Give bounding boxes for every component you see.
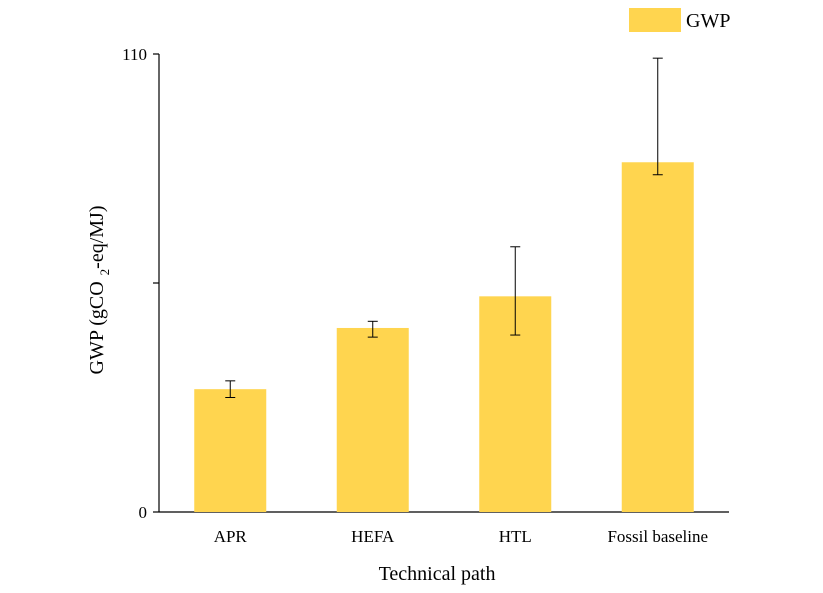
- error-bar: [652, 57, 663, 176]
- y-tick-label: 110: [122, 45, 147, 64]
- y-axis-label-prefix: GWP (gCO: [86, 281, 108, 374]
- error-bar: [510, 246, 521, 336]
- x-tick-label: HTL: [499, 527, 532, 546]
- error-bars: [225, 57, 663, 398]
- x-tick-label: Fossil baseline: [607, 527, 708, 546]
- bars: [194, 162, 694, 512]
- y-axis-label: GWP (gCO 2-eq/MJ): [86, 206, 112, 375]
- bar-fossil-baseline: [621, 162, 694, 512]
- bar-apr: [194, 389, 267, 512]
- legend-label: GWP: [686, 10, 730, 32]
- bar-hefa: [336, 327, 409, 512]
- y-tick-labels: 0 110: [122, 45, 147, 522]
- y-axis-label-suffix: -eq/MJ): [86, 206, 108, 269]
- y-tick-label: 0: [139, 503, 148, 522]
- x-tick-label: APR: [214, 527, 248, 546]
- y-axis-label-subscript: 2: [97, 269, 112, 276]
- x-axis-label: Technical path: [379, 563, 496, 585]
- legend: GWP: [629, 8, 730, 32]
- error-bar: [367, 320, 378, 338]
- legend-swatch: [629, 8, 681, 32]
- svg-text:GWP (gCO2-eq/MJ): GWP (gCO 2-eq/MJ): [86, 206, 112, 375]
- x-tick-label: HEFA: [351, 527, 395, 546]
- error-bar: [225, 380, 236, 398]
- x-tick-labels: APR HEFA HTL Fossil baseline: [214, 527, 708, 546]
